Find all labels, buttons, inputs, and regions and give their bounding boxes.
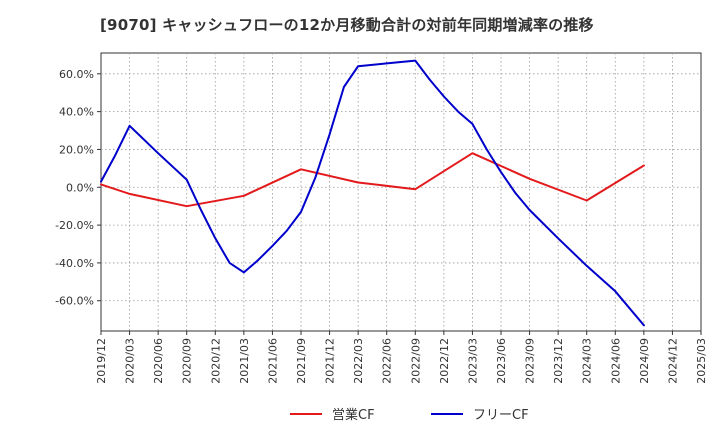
series-line-1 (100, 152, 645, 208)
x-tick-label: 2023/03 (466, 338, 479, 384)
x-tick-label: 2022/06 (381, 338, 394, 384)
x-tick-label: 2020/09 (181, 338, 194, 384)
x-tick-label: 2019/12 (95, 338, 108, 384)
x-tick-label: 2024/09 (638, 338, 651, 384)
legend-label: 営業CF (332, 407, 375, 423)
y-tick-label: 60.0% (59, 68, 94, 81)
legend: 営業CF フリーCF (290, 407, 529, 423)
x-tick-label: 2023/06 (495, 338, 508, 384)
x-tick-label: 2023/09 (524, 338, 537, 384)
y-tick-label: -40.0% (55, 257, 94, 270)
y-axis: 60.0% 40.0% 20.0% 0.0% -20.0% -40.0% -60.0% (55, 68, 101, 308)
x-tick-label: 2020/06 (152, 338, 165, 384)
y-tick-label: -20.0% (55, 219, 94, 232)
x-tick-label: 2022/03 (352, 338, 365, 384)
y-tick-label: 20.0% (59, 143, 94, 156)
x-tick-label: 2024/03 (581, 338, 594, 384)
series-lines (100, 59, 645, 327)
x-tick-label: 2025/03 (695, 338, 708, 384)
x-tick-label: 2022/09 (409, 338, 422, 384)
y-tick-label: 0.0% (66, 181, 94, 194)
legend-label: フリーCF (473, 408, 529, 423)
x-tick-label: 2023/12 (552, 338, 565, 384)
x-tick-label: 2024/12 (666, 338, 679, 384)
x-tick-label: 2024/06 (609, 338, 622, 384)
x-tick-label: 2021/03 (238, 338, 251, 384)
chart-title: [9070] キャッシュフローの12か月移動合計の対前年同期増減率の推移 (100, 16, 594, 34)
x-tick-label: 2021/06 (266, 338, 279, 384)
x-tick-label: 2021/09 (295, 338, 308, 384)
x-axis: 2019/12 2020/03 2020/06 2020/09 2020/12 2021/… (95, 331, 708, 384)
y-tick-label: -60.0% (55, 295, 94, 308)
x-tick-label: 2020/03 (124, 338, 137, 384)
x-tick-label: 2020/12 (209, 338, 222, 384)
plot-area (100, 52, 702, 332)
series-line-2 (100, 59, 645, 327)
x-tick-label: 2022/12 (438, 338, 451, 384)
y-tick-label: 40.0% (59, 106, 94, 119)
x-tick-label: 2021/12 (324, 338, 337, 384)
